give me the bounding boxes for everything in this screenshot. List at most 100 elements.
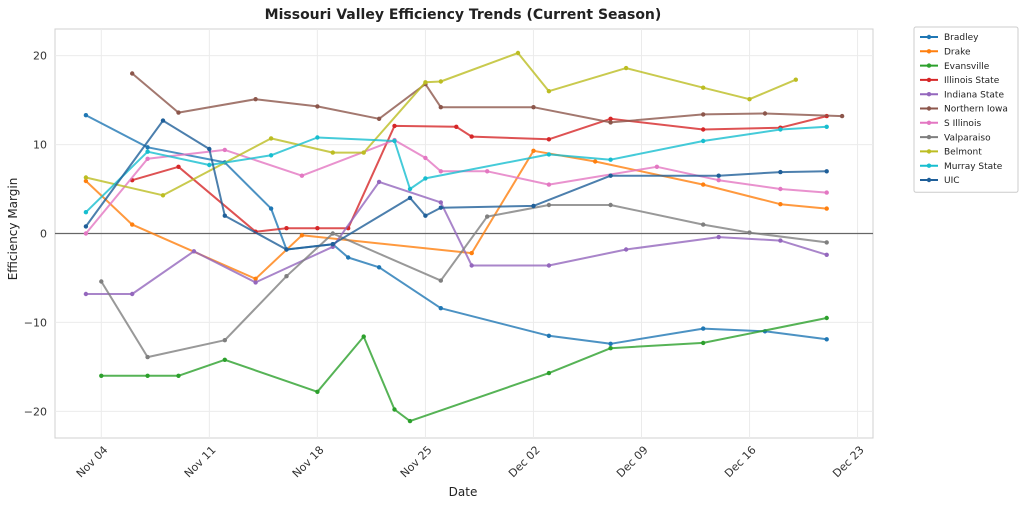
- legend-label: Drake: [944, 48, 971, 58]
- legend-label: Northern Iowa: [944, 105, 1008, 115]
- data-point: [438, 200, 443, 205]
- data-point: [546, 182, 552, 187]
- data-point: [824, 240, 829, 245]
- data-point: [485, 214, 490, 219]
- data-point: [376, 179, 382, 185]
- data-point: [222, 147, 227, 153]
- data-point: [376, 116, 382, 122]
- data-point: [160, 118, 166, 123]
- legend-label: Belmont: [944, 148, 982, 158]
- legend-label: S Illinois: [944, 119, 981, 129]
- data-point: [423, 213, 428, 218]
- gridlines: [55, 29, 873, 438]
- legend-label: Bradley: [944, 33, 979, 43]
- data-point: [315, 135, 320, 140]
- legend-marker: [926, 134, 932, 140]
- data-point: [176, 373, 181, 378]
- legend-marker: [926, 120, 932, 126]
- y-tick-label: 0: [40, 228, 47, 241]
- data-point: [315, 226, 320, 231]
- data-point: [546, 152, 552, 157]
- legend-marker: [926, 149, 932, 154]
- legend-item: Illinois State: [920, 76, 1000, 86]
- data-point: [546, 137, 552, 142]
- data-point: [376, 265, 382, 270]
- data-point: [701, 340, 706, 346]
- data-point: [485, 169, 490, 174]
- legend-item: Murray State: [920, 162, 1003, 172]
- data-point: [608, 202, 613, 208]
- data-point: [438, 79, 443, 84]
- legend-marker: [926, 92, 932, 97]
- y-tick-label: 20: [33, 50, 47, 63]
- data-point: [423, 176, 428, 181]
- data-point: [83, 175, 89, 180]
- data-point: [361, 334, 366, 339]
- legend-item: Drake: [920, 48, 971, 58]
- x-axis-ticks: Nov 04 Nov 11 Nov 18 Nov 25 Dec 02 Dec 09 Dec …: [74, 444, 867, 481]
- data-point: [623, 65, 629, 71]
- data-point: [392, 123, 397, 129]
- x-tick-label: Nov 18: [290, 444, 327, 481]
- data-point: [438, 169, 443, 174]
- series-line: [131, 72, 843, 124]
- data-point: [608, 157, 613, 162]
- legend-marker: [926, 63, 932, 68]
- legend-marker: [926, 34, 932, 40]
- data-point: [145, 373, 150, 378]
- y-tick-label: −20: [24, 405, 47, 418]
- data-point: [268, 153, 274, 158]
- legend-label: Murray State: [944, 162, 1003, 172]
- data-point: [469, 134, 474, 139]
- y-axis-ticks: −20 −10 0 10 20: [24, 50, 47, 419]
- data-point: [608, 346, 613, 351]
- data-point: [531, 148, 536, 153]
- data-point: [83, 210, 89, 215]
- data-point: [716, 178, 721, 183]
- data-point: [546, 202, 552, 208]
- series-line: [85, 114, 827, 345]
- data-point: [315, 389, 320, 394]
- data-point: [392, 138, 397, 144]
- data-point: [207, 162, 212, 168]
- data-point: [608, 173, 613, 178]
- data-point: [701, 326, 706, 331]
- legend-box: [913, 26, 1019, 193]
- data-point: [716, 234, 721, 240]
- series-line: [85, 119, 827, 251]
- x-axis-label: Date: [449, 485, 478, 499]
- data-point: [469, 250, 474, 256]
- x-tick-label: Nov 04: [74, 444, 111, 481]
- series-murray-state: [83, 124, 829, 215]
- data-point: [839, 113, 845, 119]
- data-point: [130, 291, 135, 297]
- data-point: [222, 357, 227, 362]
- data-point: [253, 276, 258, 281]
- legend-marker: [926, 49, 932, 54]
- legend: Bradley Drake Evansville Illinois State Indi…: [913, 26, 1019, 193]
- series-line: [131, 115, 827, 233]
- data-point: [747, 230, 752, 235]
- x-tick-label: Dec 16: [722, 444, 759, 481]
- data-point: [176, 164, 181, 169]
- data-point: [701, 182, 706, 187]
- data-point: [762, 111, 768, 116]
- x-tick-label: Dec 09: [614, 444, 651, 481]
- legend-label: Valparaiso: [944, 133, 991, 143]
- series-uic: [83, 118, 829, 252]
- data-point: [145, 149, 150, 154]
- data-point: [824, 315, 829, 321]
- data-point: [407, 186, 413, 192]
- data-point: [407, 195, 413, 201]
- x-tick-label: Nov 11: [182, 444, 219, 481]
- data-point: [83, 224, 89, 229]
- data-point: [315, 104, 320, 109]
- data-point: [454, 124, 459, 129]
- data-point: [145, 156, 150, 161]
- data-point: [701, 85, 706, 90]
- data-point: [130, 222, 135, 227]
- data-point: [299, 233, 305, 238]
- series-line: [100, 204, 827, 359]
- data-point: [716, 173, 721, 178]
- data-point: [546, 263, 552, 268]
